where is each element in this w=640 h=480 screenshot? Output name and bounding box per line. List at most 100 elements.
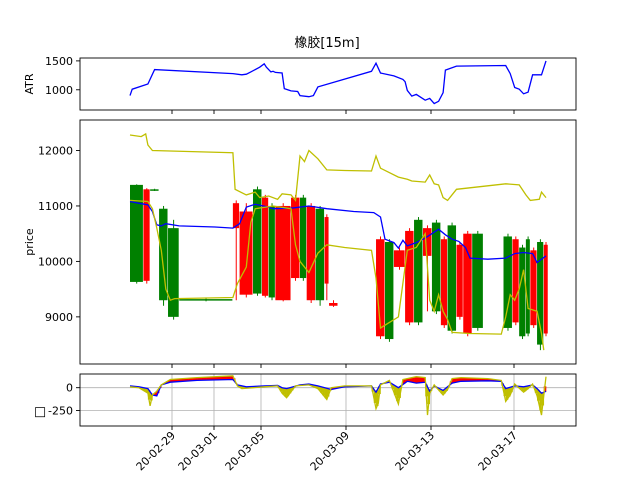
fill-band <box>324 387 328 399</box>
fill-band <box>503 386 507 397</box>
candle-body <box>299 197 307 279</box>
fill-band <box>452 378 455 383</box>
fill-band <box>199 377 202 381</box>
fill-band <box>418 377 422 383</box>
y-tick-label: 1500 <box>45 55 73 68</box>
candle-body <box>519 247 526 337</box>
candle-body <box>253 189 262 294</box>
fill-band <box>478 378 482 381</box>
candle-body <box>179 299 233 301</box>
fill-band <box>445 387 448 391</box>
indicator-frame <box>79 373 577 427</box>
y-tick-label: -250 <box>48 404 73 417</box>
fill-band <box>284 388 287 397</box>
fill-band <box>494 379 498 382</box>
fill-band <box>333 387 337 389</box>
fill-band <box>402 379 406 384</box>
fill-band <box>485 378 489 381</box>
fill-band <box>210 376 214 381</box>
atr-ylabel: ATR <box>23 73 36 94</box>
fill-band <box>279 387 283 392</box>
x-tick-label: 20-02-29 <box>134 429 179 474</box>
candle-body <box>261 197 269 296</box>
fill-band <box>465 377 469 382</box>
fill-band <box>206 377 209 381</box>
fill-band <box>223 376 227 380</box>
chart-title: 橡胶[15m] <box>294 35 359 51</box>
fill-band <box>438 388 442 392</box>
fill-band <box>534 387 538 393</box>
candle-body <box>324 217 329 284</box>
fill-band <box>474 378 477 382</box>
candle-body <box>384 242 394 340</box>
fill-band <box>490 379 493 381</box>
fill-band <box>440 389 444 394</box>
x-tick-label: 20-03-01 <box>176 429 221 474</box>
fill-band <box>387 380 390 383</box>
fill-band <box>179 378 182 382</box>
y-tick-label: 9000 <box>45 311 73 324</box>
indicator-panel: 0 -250□ <box>34 373 577 430</box>
fill-band <box>476 378 480 382</box>
candle-body <box>530 250 537 326</box>
fill-band <box>239 385 243 388</box>
fill-band <box>197 377 200 381</box>
fill-band <box>190 378 193 381</box>
fill-band <box>405 378 408 383</box>
price-panel: 9000 10000 11000 12000 price <box>23 119 577 368</box>
candle-body <box>472 233 483 328</box>
fill-band <box>472 378 475 382</box>
price-frame <box>79 119 577 365</box>
fill-band <box>335 386 339 389</box>
fill-band <box>537 389 540 401</box>
fill-band <box>165 381 169 384</box>
fill-band <box>322 387 325 396</box>
fill-band <box>172 379 176 382</box>
candle-body <box>537 242 544 345</box>
price-ylabel: price <box>23 228 36 256</box>
candle-body <box>393 250 405 267</box>
fill-band <box>214 376 218 380</box>
fill-band <box>393 385 397 396</box>
candle-body <box>512 239 519 323</box>
fill-band <box>170 379 173 383</box>
fill-band <box>507 387 511 397</box>
fill-band <box>185 378 189 382</box>
fill-band <box>326 388 330 397</box>
fill-band <box>221 376 225 380</box>
fill-band <box>286 388 290 397</box>
fill-band <box>443 389 446 394</box>
candle-body <box>456 244 463 317</box>
fill-band <box>174 379 178 382</box>
indicator-series-line <box>129 375 547 416</box>
fill-band <box>176 378 180 382</box>
y-tick-label: 1000 <box>45 84 73 97</box>
y-tick-label: 12000 <box>38 145 73 158</box>
candle-body <box>329 303 338 306</box>
fill-band <box>396 387 399 402</box>
candle-body <box>159 208 168 301</box>
fill-band <box>320 386 323 393</box>
fill-band <box>467 377 471 382</box>
candle-body <box>306 205 316 301</box>
y-tick-label: 0 <box>66 382 73 395</box>
x-tick-label: 20-03-17 <box>476 429 521 474</box>
x-tick-label: 20-03-05 <box>223 429 268 474</box>
fill-band <box>420 377 424 383</box>
y-tick-label: 11000 <box>38 200 73 213</box>
fill-band <box>411 377 415 383</box>
fill-band <box>241 386 245 389</box>
fill-band <box>246 386 249 389</box>
candle-body <box>463 233 472 334</box>
price-series-line <box>129 199 545 351</box>
candle-body <box>150 189 159 191</box>
fill-band <box>168 380 171 383</box>
x-tick-label: 20-03-13 <box>393 429 438 474</box>
fill-band <box>313 385 316 388</box>
x-tick-label: 20-03-09 <box>308 429 353 474</box>
y-tick-label: 10000 <box>38 255 73 268</box>
fill-band <box>288 387 292 394</box>
fill-band <box>228 375 231 380</box>
fill-band <box>317 386 321 390</box>
